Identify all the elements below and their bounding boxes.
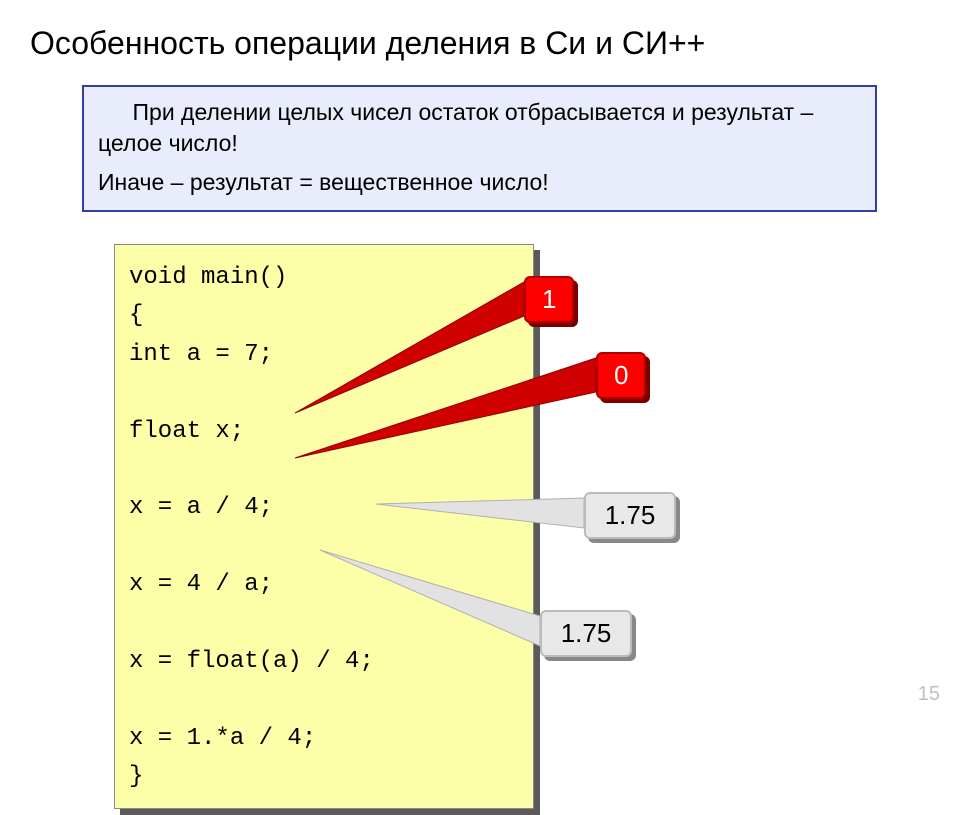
code-line: x = 4 / a; (129, 571, 273, 598)
callout-result-2: 0 (596, 352, 646, 399)
callout-result-1: 1 (524, 276, 574, 323)
code-line: { (129, 302, 143, 329)
code-line: } (129, 763, 143, 790)
code-line: int a = 7; (129, 341, 273, 368)
code-box: void main() { int a = 7; float x; x = a … (114, 244, 534, 809)
code-line: x = float(a) / 4; (129, 648, 374, 675)
info-line-2: Иначе – результат = вещественное число! (98, 167, 861, 198)
code-line: float x; (129, 418, 244, 445)
page-number: 15 (918, 683, 940, 706)
callout-label: 0 (596, 352, 646, 399)
callout-label: 1 (524, 276, 574, 323)
callout-result-4: 1.75 (540, 610, 632, 657)
callout-result-3: 1.75 (584, 492, 676, 539)
callout-label: 1.75 (584, 492, 676, 539)
code-block: void main() { int a = 7; float x; x = a … (114, 244, 534, 809)
slide-title: Особенность операции деления в Си и СИ++ (30, 25, 705, 62)
code-line: x = a / 4; (129, 494, 273, 521)
callout-label: 1.75 (540, 610, 632, 657)
info-box: При делении целых чисел остаток отбрасыв… (82, 85, 877, 212)
code-line: x = 1.*a / 4; (129, 725, 316, 752)
code-line: void main() (129, 264, 287, 291)
info-line-1: При делении целых чисел остаток отбрасыв… (98, 97, 861, 159)
